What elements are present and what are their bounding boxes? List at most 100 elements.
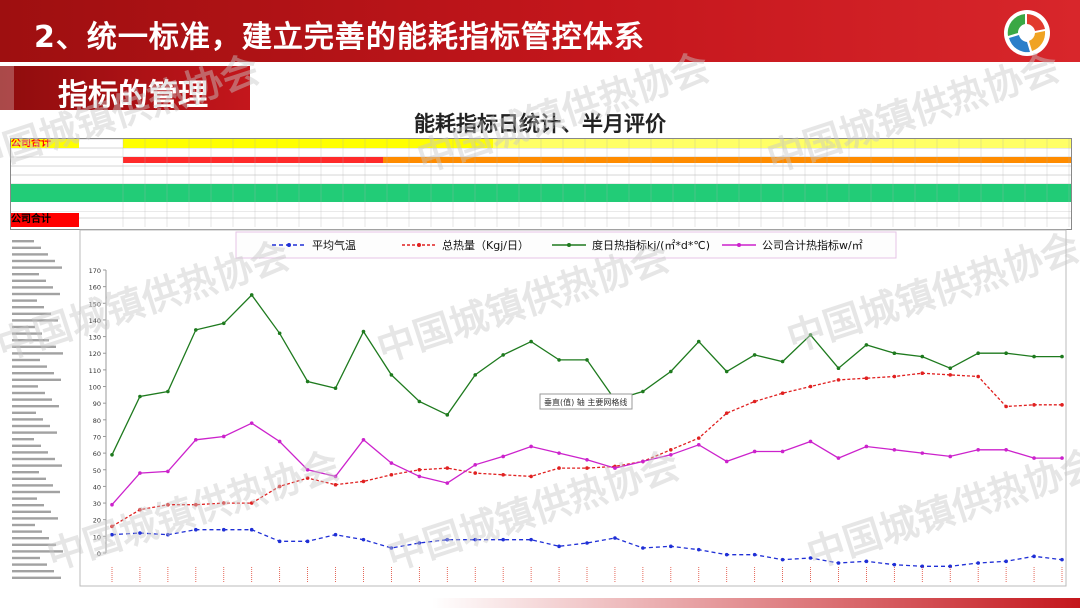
data-point xyxy=(277,539,282,544)
tooltip-text: 垂直(值) 轴 主要网格线 xyxy=(544,397,627,407)
station-name-stub xyxy=(12,266,62,269)
station-name-stub xyxy=(12,286,53,289)
y-tick-label: 160 xyxy=(89,284,101,292)
data-point xyxy=(333,532,338,537)
data-point xyxy=(305,467,310,472)
logo-icon xyxy=(1006,12,1048,54)
data-point xyxy=(277,439,282,444)
data-point xyxy=(501,454,505,459)
data-point xyxy=(305,379,310,384)
data-point xyxy=(724,459,729,464)
data-point xyxy=(1004,351,1008,356)
data-point xyxy=(864,444,869,449)
data-point xyxy=(389,373,394,377)
data-point xyxy=(501,537,505,542)
station-name-stub xyxy=(12,537,49,540)
data-point xyxy=(864,343,869,347)
data-point xyxy=(473,373,478,377)
station-name-stub xyxy=(12,292,60,296)
data-point xyxy=(948,564,953,569)
data-point xyxy=(361,479,366,484)
data-point xyxy=(836,366,841,371)
data-point xyxy=(920,354,925,359)
data-point xyxy=(696,339,701,344)
data-point xyxy=(641,459,645,464)
data-point xyxy=(166,502,170,507)
y-tick-label: 0 xyxy=(97,550,101,558)
data-point xyxy=(808,556,813,560)
data-point xyxy=(333,474,338,479)
station-name-stub xyxy=(12,556,40,560)
data-point xyxy=(389,461,394,465)
chart-title: 能耗指标日统计、半月评价 xyxy=(414,112,666,136)
data-point xyxy=(948,454,953,459)
data-point xyxy=(892,447,897,452)
data-point xyxy=(669,544,673,549)
data-point xyxy=(836,378,841,382)
sheet-yellow-band xyxy=(493,139,1071,148)
data-point xyxy=(696,547,701,552)
y-tick-label: 110 xyxy=(89,367,101,375)
station-name-stub xyxy=(12,517,58,520)
spreadsheet-strip: 公司合计 公司合计 xyxy=(10,138,1072,230)
station-list xyxy=(10,236,78,586)
station-name-stub xyxy=(12,451,48,454)
y-tick-label: 100 xyxy=(89,384,101,392)
y-tick-label: 70 xyxy=(93,433,101,441)
data-point xyxy=(138,471,142,475)
y-tick-label: 90 xyxy=(93,400,101,408)
data-point xyxy=(333,482,338,487)
station-name-stub xyxy=(12,385,38,388)
station-name-stub xyxy=(12,504,44,507)
data-point xyxy=(249,501,254,505)
data-point xyxy=(110,532,114,537)
data-point xyxy=(110,452,114,457)
data-point xyxy=(780,359,785,364)
station-name-stub xyxy=(12,240,34,243)
data-point xyxy=(780,391,785,395)
station-name-stub xyxy=(12,418,43,421)
station-name-stub xyxy=(12,325,35,329)
station-name-stub xyxy=(12,484,53,487)
station-name-stub xyxy=(12,444,41,447)
series-line xyxy=(111,372,1062,527)
station-name-stub xyxy=(12,398,52,401)
data-point xyxy=(752,353,757,357)
association-logo xyxy=(1004,10,1050,56)
station-name-stub xyxy=(12,431,57,434)
station-name-stub xyxy=(12,345,56,348)
data-point xyxy=(277,331,282,336)
data-point xyxy=(473,462,478,467)
sheet-orange-band xyxy=(383,157,1071,163)
data-point xyxy=(892,374,897,379)
station-name-stub xyxy=(12,523,35,527)
data-point xyxy=(417,541,422,545)
data-point xyxy=(501,472,505,477)
legend: 平均气温 总热量（Kgj/日） 度日热指标kj/(㎡*d*℃) 公司合计热指标w/㎡ xyxy=(235,231,897,259)
station-name-stub xyxy=(12,576,61,579)
data-point xyxy=(1004,559,1008,564)
data-point xyxy=(221,321,226,326)
footer-line xyxy=(0,598,1080,608)
station-name-stub xyxy=(12,391,45,395)
data-point xyxy=(669,447,673,452)
station-name-stub xyxy=(12,319,58,322)
data-point xyxy=(808,439,813,444)
data-point xyxy=(1032,403,1036,407)
page-title: 2、统一标准，建立完善的能耗指标管控体系 xyxy=(34,20,645,55)
data-point xyxy=(473,471,478,475)
line-chart: 平均气温 总热量（Kgj/日） 度日热指标kj/(㎡*d*℃) 公司合计热指标w/㎡ … xyxy=(79,229,1067,587)
data-point xyxy=(920,564,925,569)
legend-label: 总热量（Kgj/日） xyxy=(442,238,529,252)
data-point xyxy=(752,399,757,404)
data-point xyxy=(557,544,561,549)
data-point xyxy=(724,411,729,415)
data-point xyxy=(445,466,450,470)
data-point xyxy=(669,369,673,374)
y-tick-label: 30 xyxy=(93,500,101,508)
data-point xyxy=(138,394,142,399)
station-name-stub xyxy=(12,477,46,480)
station-name-stub xyxy=(12,510,51,513)
data-point xyxy=(221,501,226,505)
data-point xyxy=(976,561,980,565)
